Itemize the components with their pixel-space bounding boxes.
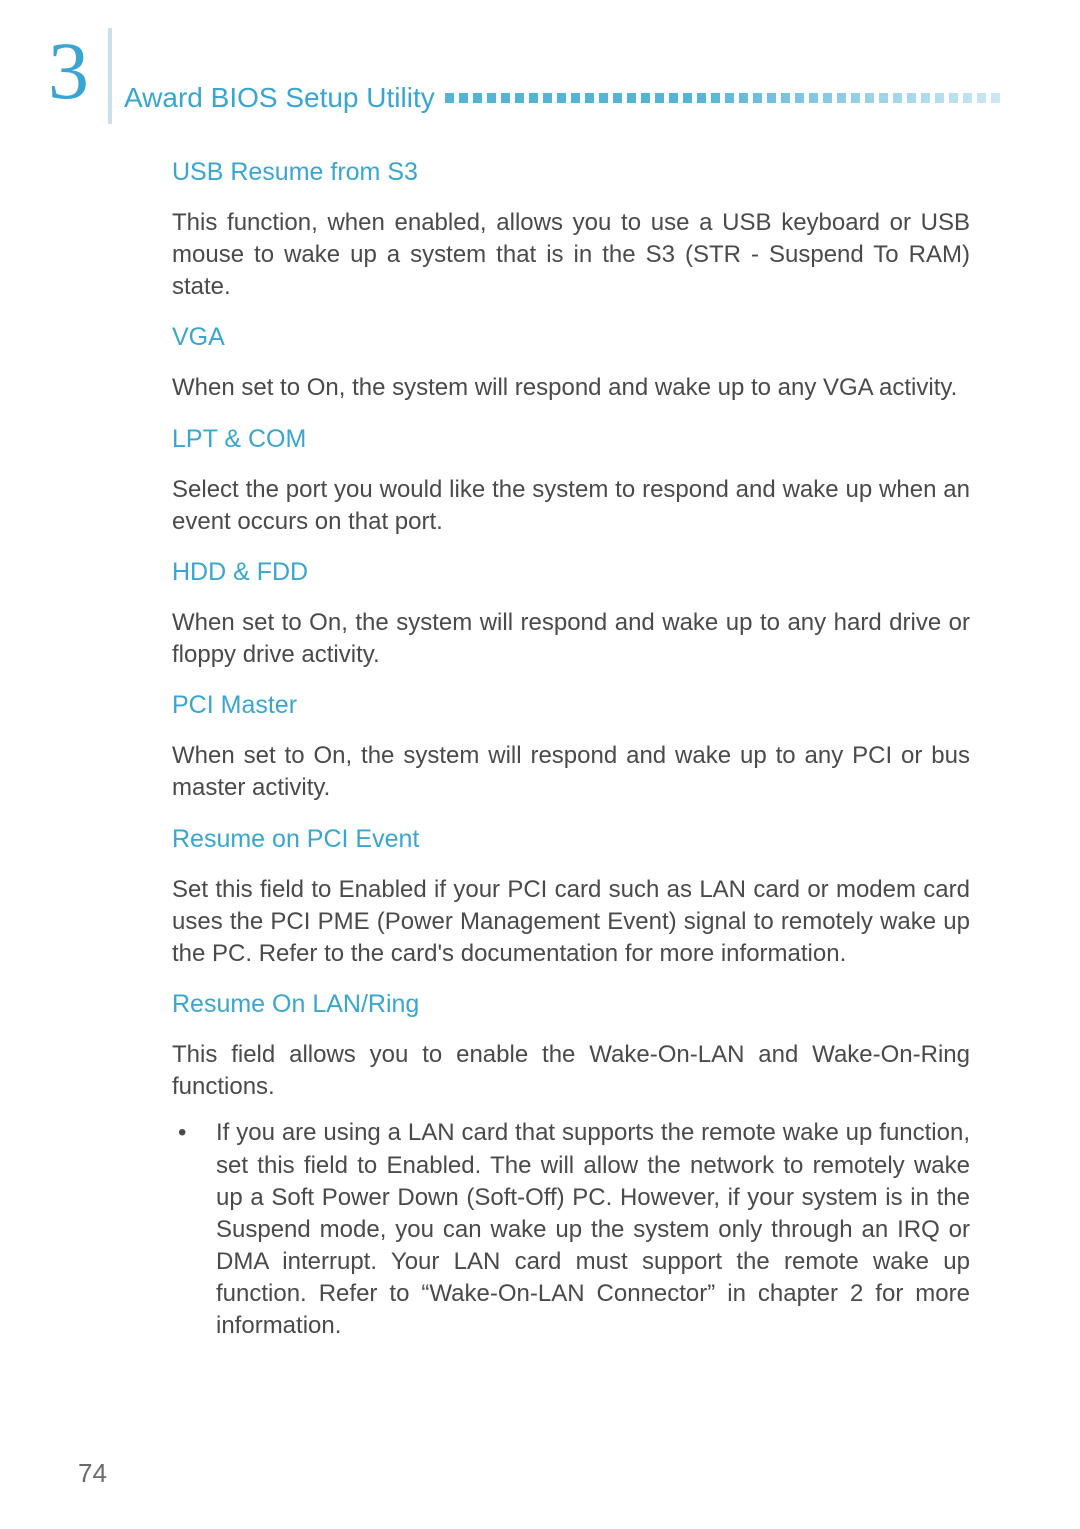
- section-heading: Resume On LAN/Ring: [172, 990, 970, 1019]
- section-heading: Resume on PCI Event: [172, 825, 970, 854]
- page-number: 74: [78, 1458, 107, 1489]
- section-body: Set this field to Enabled if your PCI ca…: [172, 874, 970, 970]
- section-heading: VGA: [172, 323, 970, 352]
- header-title: Award BIOS Setup Utility: [124, 82, 435, 114]
- section-heading: LPT & COM: [172, 425, 970, 454]
- section-heading: PCI Master: [172, 691, 970, 720]
- section-body: When set to On, the system will respond …: [172, 607, 970, 671]
- header-dots: [445, 93, 1000, 103]
- section-heading: USB Resume from S3: [172, 158, 970, 187]
- section-body: When set to On, the system will respond …: [172, 372, 970, 404]
- section-heading: HDD & FDD: [172, 558, 970, 587]
- section-body: This field allows you to enable the Wake…: [172, 1039, 970, 1103]
- list-item: If you are using a LAN card that support…: [172, 1117, 970, 1342]
- bullet-list: If you are using a LAN card that support…: [172, 1117, 970, 1342]
- section-body: This function, when enabled, allows you …: [172, 207, 970, 303]
- section-body: Select the port you would like the syste…: [172, 474, 970, 538]
- section-body: When set to On, the system will respond …: [172, 740, 970, 804]
- content-area: USB Resume from S3 This function, when e…: [172, 158, 970, 1342]
- chapter-rule: [108, 28, 112, 124]
- chapter-number: 3: [48, 30, 89, 112]
- page-header: Award BIOS Setup Utility: [124, 82, 1000, 114]
